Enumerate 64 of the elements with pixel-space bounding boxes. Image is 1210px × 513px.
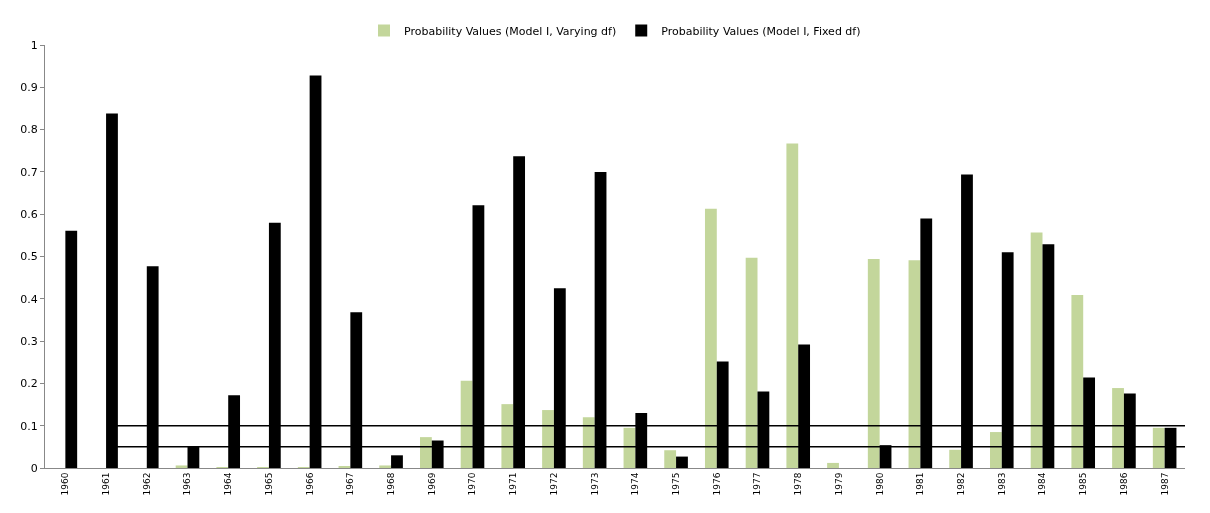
x-tick-label: 1976 bbox=[711, 472, 722, 496]
x-tick-label: 1985 bbox=[1078, 472, 1089, 496]
bar bbox=[460, 380, 473, 468]
x-tick-label: 1983 bbox=[996, 472, 1007, 496]
bar bbox=[1030, 232, 1043, 468]
x-tick-label: 1978 bbox=[793, 472, 804, 496]
x-tick-label: 1982 bbox=[955, 472, 966, 496]
x-tick-label: 1968 bbox=[385, 472, 396, 496]
x-tick-label: 1979 bbox=[833, 472, 844, 496]
bar bbox=[908, 260, 921, 468]
x-tick-label: 1960 bbox=[60, 472, 71, 496]
x-tick-label: 1962 bbox=[141, 472, 152, 496]
bar bbox=[1071, 294, 1084, 468]
bar bbox=[949, 449, 962, 468]
x-tick-label: 1965 bbox=[263, 472, 274, 496]
x-tick-label: 1970 bbox=[467, 472, 478, 496]
y-tick-label: 0.1 bbox=[20, 419, 38, 433]
x-tick-label: 1964 bbox=[223, 472, 234, 496]
x-tick-label: 1961 bbox=[101, 472, 111, 496]
bar bbox=[867, 259, 880, 468]
x-tick-label: 1975 bbox=[670, 472, 681, 496]
x-tick-label: 1972 bbox=[548, 472, 559, 496]
x-tick-label: 1987 bbox=[1159, 472, 1170, 496]
bar bbox=[786, 143, 799, 468]
x-tick-label: 1977 bbox=[752, 472, 763, 496]
bar bbox=[827, 462, 839, 468]
x-tick-label: 1974 bbox=[630, 472, 641, 496]
x-tick-label: 1963 bbox=[182, 472, 193, 496]
bar bbox=[745, 257, 758, 468]
y-tick-label: 0.5 bbox=[20, 250, 38, 264]
y-tick-label: 0.3 bbox=[20, 334, 38, 348]
bar bbox=[175, 465, 188, 468]
x-tick-label: 1984 bbox=[1037, 472, 1048, 496]
y-tick-label: 0 bbox=[30, 461, 38, 475]
bar bbox=[1152, 427, 1165, 468]
legend-label: Probability Values (Model I, Varying df) bbox=[404, 24, 617, 38]
x-tick-label: 1980 bbox=[874, 472, 885, 496]
x-tick-label: 1973 bbox=[589, 472, 600, 496]
y-tick-label: 0.2 bbox=[20, 377, 38, 391]
legend-label: Probability Values (Model I, Fixed df) bbox=[661, 24, 861, 38]
bar bbox=[419, 437, 432, 468]
bar bbox=[542, 410, 554, 468]
x-tick-label: 1986 bbox=[1118, 472, 1129, 496]
y-tick-label: 0.9 bbox=[20, 81, 38, 95]
bar bbox=[989, 432, 1002, 468]
bar bbox=[664, 450, 677, 468]
x-tick-label: 1971 bbox=[508, 472, 519, 496]
y-tick-label: 0.7 bbox=[20, 165, 38, 179]
x-tick-label: 1966 bbox=[304, 472, 315, 496]
bar bbox=[1112, 388, 1124, 468]
y-tick-label: 0.4 bbox=[20, 292, 38, 306]
y-tick-label: 0.8 bbox=[20, 123, 38, 137]
bar bbox=[379, 465, 392, 468]
x-tick-label: 1967 bbox=[345, 472, 356, 496]
x-tick-label: 1969 bbox=[426, 472, 437, 496]
y-tick-label: 0.6 bbox=[20, 208, 38, 222]
bar bbox=[704, 208, 717, 468]
bar bbox=[65, 230, 78, 468]
bar bbox=[676, 456, 688, 468]
x-tick-label: 1981 bbox=[915, 472, 926, 496]
bar bbox=[391, 455, 403, 468]
y-tick-label: 1 bbox=[30, 38, 38, 52]
bar bbox=[501, 404, 514, 468]
bar bbox=[582, 417, 595, 468]
